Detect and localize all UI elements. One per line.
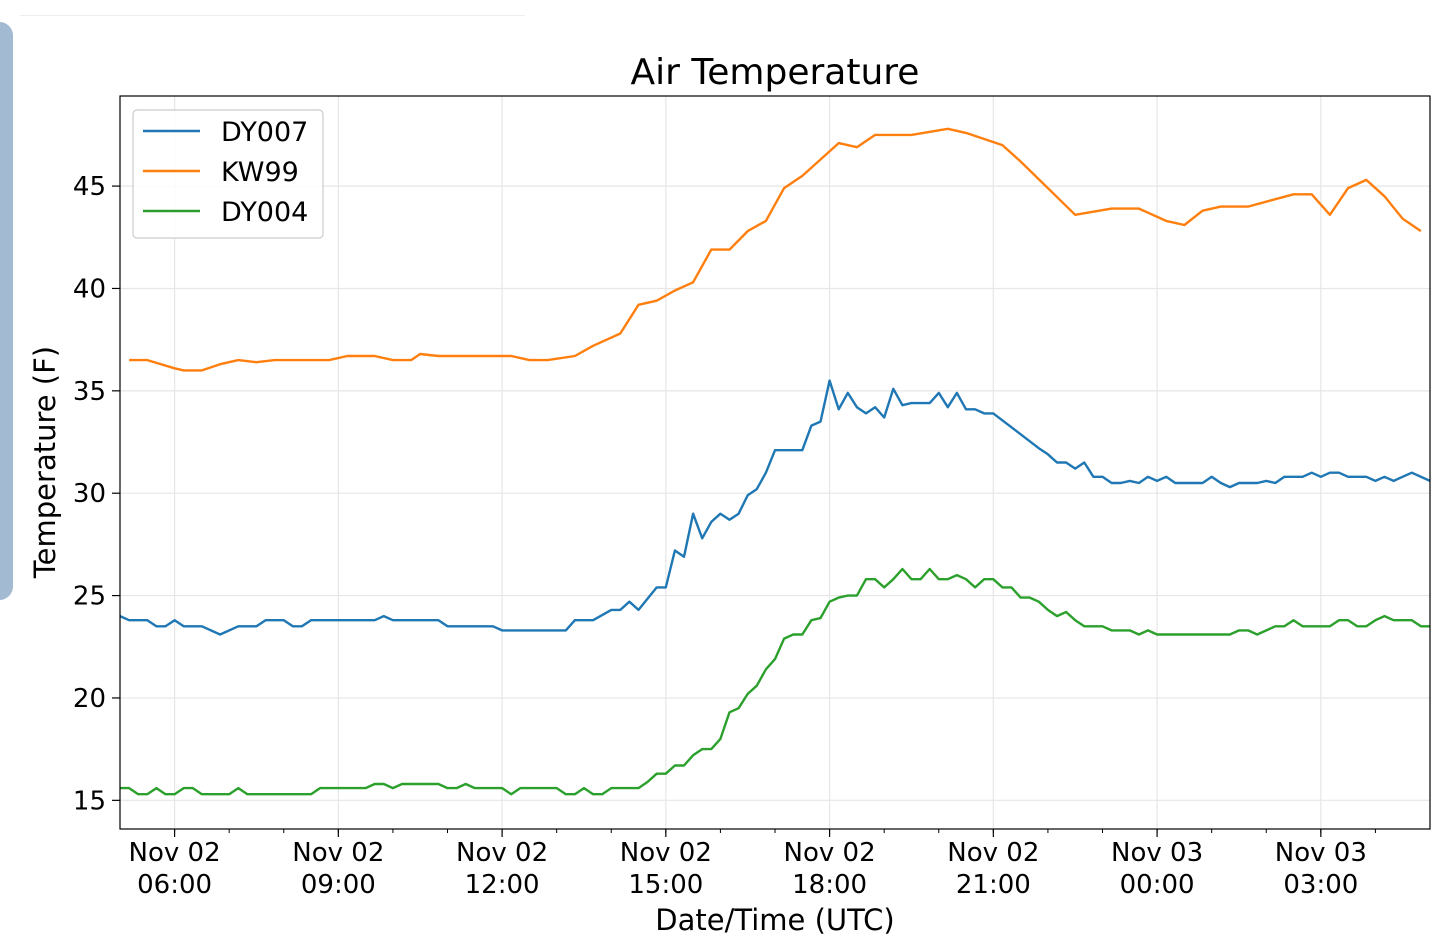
chart-title: Air Temperature: [631, 52, 920, 93]
x-tick-label: Nov 03: [1275, 838, 1367, 868]
y-tick-label: 20: [73, 684, 106, 714]
x-tick-label: Nov 02: [292, 838, 384, 868]
x-tick-label: 21:00: [956, 870, 1031, 900]
y-tick-label: 40: [73, 274, 106, 304]
y-tick-label: 25: [73, 582, 106, 612]
x-tick-label: 18:00: [792, 870, 867, 900]
series-lines: [119, 127, 1431, 796]
x-tick-label: 03:00: [1283, 870, 1358, 900]
y-axis: 15 20 25 30 35 40 45: [73, 172, 120, 816]
legend-label: DY007: [221, 117, 308, 148]
y-tick-label: 15: [73, 786, 106, 816]
x-axis-label: Date/Time (UTC): [655, 903, 894, 937]
grid: [120, 96, 1430, 829]
x-tick-label: Nov 02: [129, 838, 221, 868]
legend: DY007 KW99 DY004: [132, 109, 324, 239]
x-tick-label: Nov 02: [620, 838, 712, 868]
series-line-dy004: [120, 567, 1430, 796]
x-tick-label: 09:00: [301, 870, 376, 900]
y-tick-label: 35: [73, 377, 106, 407]
series-line-dy007: [119, 379, 1431, 636]
side-panel: [0, 22, 13, 600]
x-tick-label: 00:00: [1120, 870, 1195, 900]
x-tick-label: Nov 02: [784, 838, 876, 868]
divider: [20, 15, 525, 16]
legend-label: KW99: [221, 157, 299, 188]
x-tick-label: Nov 03: [1111, 838, 1203, 868]
x-tick-label: Nov 02: [456, 838, 548, 868]
x-tick-label: Nov 02: [947, 838, 1039, 868]
legend-label: DY004: [221, 197, 308, 228]
legend-box: [132, 109, 324, 239]
y-axis-label: Temperature (F): [28, 346, 62, 579]
x-tick-label: 15:00: [628, 870, 703, 900]
x-tick-label: 12:00: [465, 870, 540, 900]
y-tick-label: 30: [73, 479, 106, 509]
series-line-kw99: [129, 127, 1422, 372]
x-tick-label: 06:00: [137, 870, 212, 900]
y-tick-label: 45: [73, 172, 106, 202]
